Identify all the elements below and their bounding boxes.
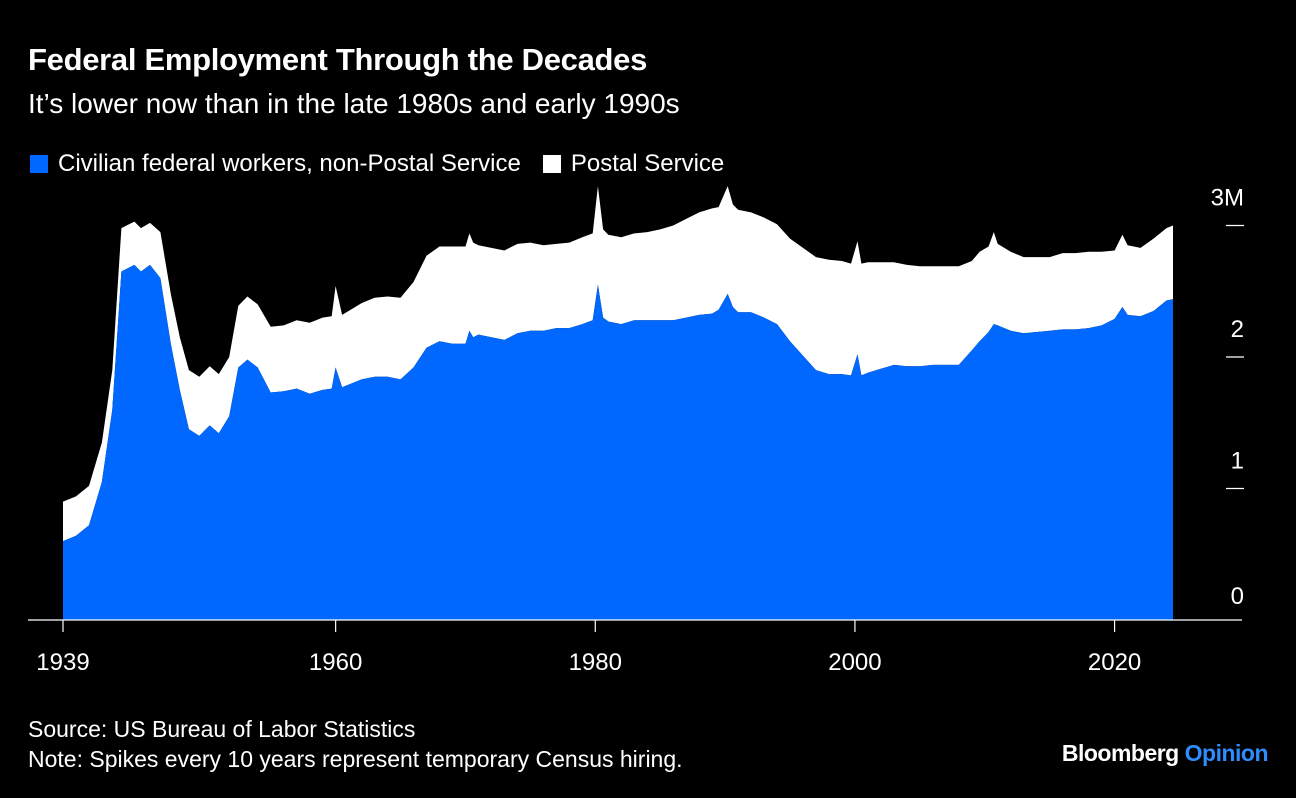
y-tick-label: 1: [1231, 448, 1244, 475]
series-area-postal-service: [63, 186, 1173, 542]
chart-title: Federal Employment Through the Decades: [28, 42, 648, 77]
census-note: Note: Spikes every 10 years represent te…: [28, 746, 683, 772]
x-tick-label: 1939: [36, 649, 89, 676]
brand-name: Bloomberg: [1061, 740, 1179, 766]
x-tick-label: 2000: [828, 649, 881, 676]
y-axis-ticks: 0 1 2 3M: [1211, 185, 1244, 610]
x-tick-label: 1960: [309, 649, 362, 676]
footer: Source: US Bureau of Labor Statistics No…: [28, 714, 683, 774]
legend-label-civilian: Civilian federal workers, non-Postal Ser…: [58, 150, 521, 177]
x-tick-label: 1980: [569, 649, 622, 676]
source-note: Source: US Bureau of Labor Statistics: [28, 716, 416, 742]
legend-item-civilian: Civilian federal workers, non-Postal Ser…: [30, 150, 521, 178]
series-area-civilian-non-postal: [63, 264, 1173, 620]
chart-area: 1939 1960 1980 2000 2020 0 1 2 3M: [28, 185, 1244, 676]
y-tick-label: 0: [1231, 583, 1244, 610]
legend-label-postal: Postal Service: [570, 150, 725, 177]
brand-logo: Bloomberg Opinion: [1061, 740, 1269, 767]
y-tick-label: 2: [1231, 316, 1244, 343]
x-tick-label: 2020: [1088, 649, 1141, 676]
chart-subtitle: It’s lower now than in the late 1980s an…: [28, 88, 680, 119]
legend-swatch-postal: [542, 155, 561, 173]
chart-series-group: [63, 186, 1173, 620]
legend-item-postal: Postal Service: [542, 150, 725, 178]
brand-section: Opinion: [1184, 740, 1269, 766]
x-axis-ticks: 1939 1960 1980 2000 2020: [36, 620, 1141, 676]
legend: Civilian federal workers, non-Postal Ser…: [30, 150, 746, 178]
legend-swatch-civilian: [30, 155, 48, 173]
y-tick-label: 3M: [1211, 185, 1244, 212]
